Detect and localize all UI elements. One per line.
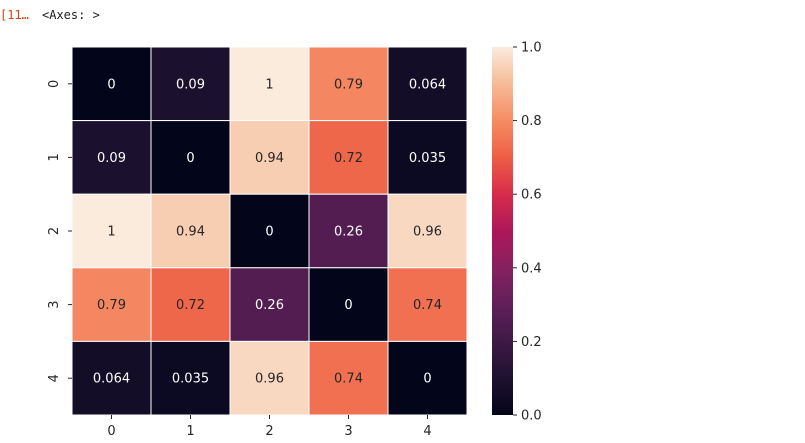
heatmap-cell-0-4 bbox=[387, 46, 468, 122]
colorbar-tick-label: 0.6 bbox=[521, 188, 542, 203]
cell-annotation-1-3: 0.72 bbox=[334, 151, 363, 166]
colorbar-axis: 0.0 0.2 0.4 0.6 0.8 1.0 bbox=[513, 41, 542, 424]
x-tick-label: 2 bbox=[265, 424, 273, 439]
cell-annotation-3-3: 0 bbox=[344, 298, 352, 313]
heatmap-cell-1-1 bbox=[150, 120, 231, 195]
colorbar-tick-label: 0.4 bbox=[521, 261, 542, 276]
cell-annotation-4-2: 0.96 bbox=[255, 372, 284, 387]
heatmap-cell-0-1 bbox=[150, 46, 231, 122]
heatmap-cell-3-2 bbox=[229, 267, 310, 342]
cell-annotation-2-3: 0.26 bbox=[334, 225, 363, 240]
cell-annotation-3-4: 0.74 bbox=[413, 298, 442, 313]
heatmap-cell-3-0 bbox=[71, 267, 152, 342]
heatmap-cell-2-1 bbox=[150, 193, 231, 269]
heatmap-annotations: 0 0.09 1 0.79 0.064 0.09 0 0.94 0.72 0.035 1 0.94 0 0… bbox=[93, 77, 446, 386]
heatmap-cell-0-2 bbox=[229, 46, 310, 122]
y-tick-label: 3 bbox=[47, 300, 62, 308]
heatmap-cell-4-1 bbox=[150, 340, 231, 416]
colorbar-tick-label: 1.0 bbox=[521, 41, 542, 56]
heatmap-cell-2-4 bbox=[387, 193, 468, 269]
output-prompt: [11… bbox=[0, 8, 29, 22]
y-tick-label: 2 bbox=[47, 227, 62, 235]
cell-annotation-0-1: 0.09 bbox=[176, 77, 205, 92]
x-axis: 0 1 2 3 4 bbox=[107, 415, 432, 439]
heatmap-cell-4-3 bbox=[308, 340, 389, 416]
cell-annotation-3-2: 0.26 bbox=[255, 298, 284, 313]
cell-annotation-2-2: 0 bbox=[265, 225, 273, 240]
x-tick-label: 4 bbox=[423, 424, 431, 439]
heatmap-cell-1-2 bbox=[229, 120, 310, 195]
heatmap-cells bbox=[71, 46, 468, 416]
y-axis: 0 1 2 3 4 bbox=[47, 80, 72, 382]
output-text: <Axes: > bbox=[42, 8, 100, 22]
cell-annotation-2-4: 0.96 bbox=[413, 225, 442, 240]
colorbar-tick-label: 0.0 bbox=[521, 409, 542, 424]
heatmap-cell-3-1 bbox=[150, 267, 231, 342]
y-tick-label: 0 bbox=[47, 80, 62, 88]
cell-annotation-2-1: 0.94 bbox=[176, 225, 205, 240]
cell-annotation-1-0: 0.09 bbox=[97, 151, 126, 166]
colorbar-tick-label: 0.8 bbox=[521, 114, 542, 129]
y-tick-label: 1 bbox=[47, 153, 62, 161]
cell-annotation-1-1: 0 bbox=[186, 151, 194, 166]
y-tick-label: 4 bbox=[47, 374, 62, 382]
cell-annotation-0-4: 0.064 bbox=[409, 77, 446, 92]
heatmap-cell-1-3 bbox=[308, 120, 389, 195]
cell-annotation-4-0: 0.064 bbox=[93, 372, 130, 387]
colorbar-tick-label: 0.2 bbox=[521, 335, 542, 350]
cell-annotation-1-2: 0.94 bbox=[255, 151, 284, 166]
cell-annotation-1-4: 0.035 bbox=[409, 151, 446, 166]
heatmap-cell-3-3 bbox=[308, 267, 389, 342]
x-tick-label: 1 bbox=[186, 424, 194, 439]
cell-annotation-4-1: 0.035 bbox=[172, 372, 209, 387]
cell-annotation-4-4: 0 bbox=[423, 372, 431, 387]
cell-annotation-3-0: 0.79 bbox=[97, 298, 126, 313]
heatmap-cell-2-2 bbox=[229, 193, 310, 269]
colorbar bbox=[492, 47, 513, 415]
cell-annotation-2-0: 1 bbox=[107, 225, 115, 240]
cell-annotation-0-3: 0.79 bbox=[334, 77, 363, 92]
cell-annotation-0-0: 0 bbox=[107, 77, 115, 92]
heatmap-cell-3-4 bbox=[387, 267, 468, 342]
cell-annotation-3-1: 0.72 bbox=[176, 298, 205, 313]
x-tick-label: 0 bbox=[107, 424, 115, 439]
x-tick-label: 3 bbox=[344, 424, 352, 439]
heatmap-cell-0-0 bbox=[71, 46, 152, 122]
cell-annotation-0-2: 1 bbox=[265, 77, 273, 92]
cell-annotation-4-3: 0.74 bbox=[334, 372, 363, 387]
